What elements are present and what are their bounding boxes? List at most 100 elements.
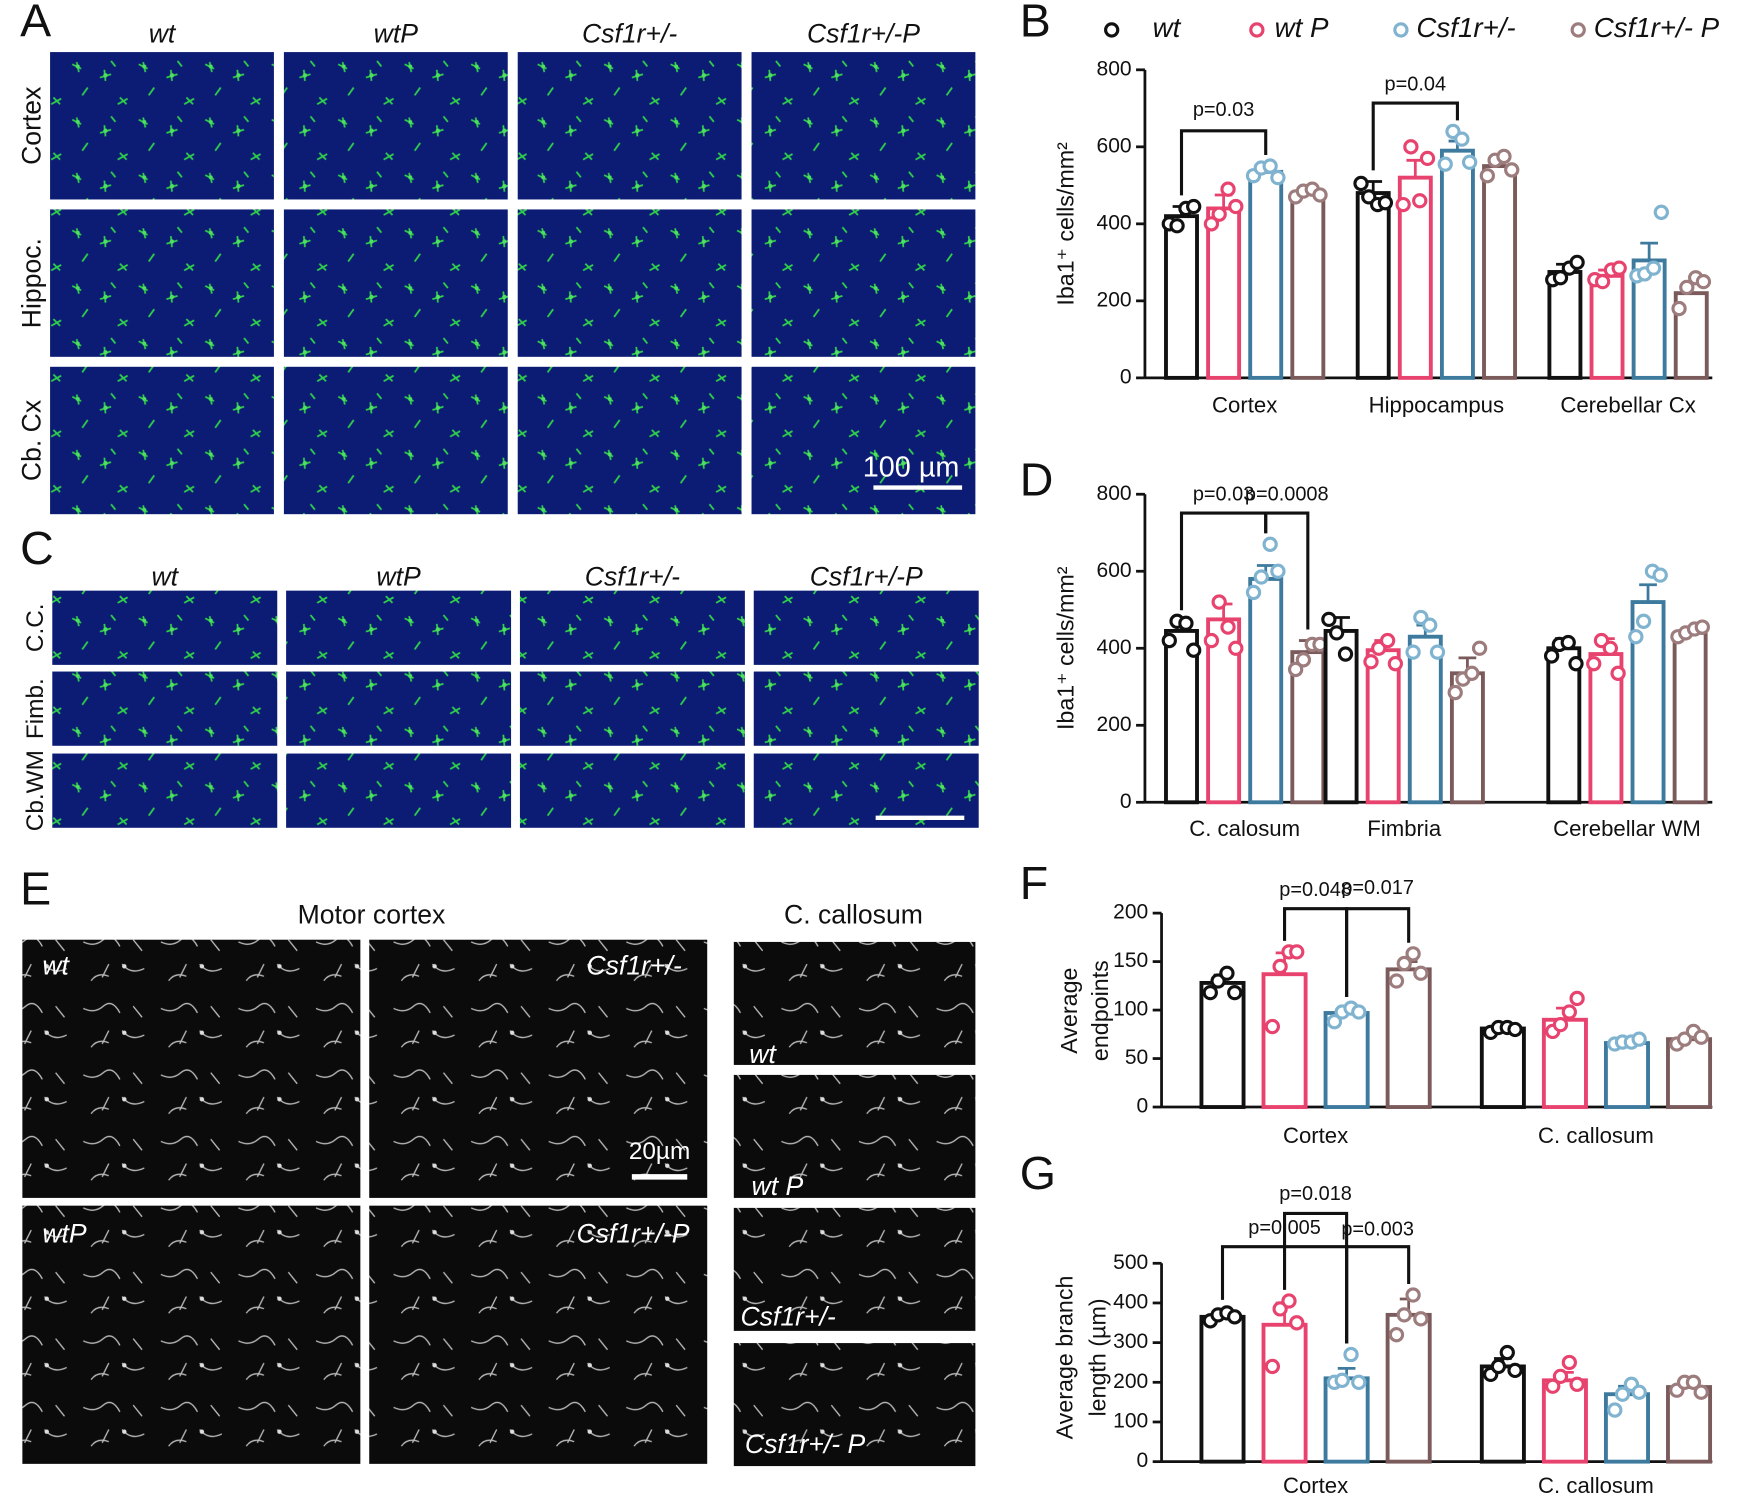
micrograph <box>519 590 745 665</box>
column-header: wtP <box>374 18 419 48</box>
annotation: p=0.04 <box>1385 74 1447 96</box>
data-point <box>1264 1358 1281 1375</box>
data-point <box>1289 944 1305 960</box>
bar <box>1164 628 1199 805</box>
micrograph <box>369 939 708 1198</box>
panel-letter: A <box>20 0 51 47</box>
data-point <box>1561 1354 1577 1371</box>
significance-bracket <box>1264 511 1310 630</box>
data-point <box>1387 656 1404 672</box>
image-label: Csf1r+/- <box>586 950 681 980</box>
bar <box>1672 630 1708 805</box>
micrographs <box>22 52 979 1467</box>
micrograph <box>283 366 508 515</box>
data-point <box>1186 642 1202 658</box>
micrograph <box>751 366 976 515</box>
data-point <box>1353 175 1369 192</box>
micrograph <box>733 941 976 1065</box>
data-point <box>1326 1014 1343 1030</box>
significance-bracket <box>1179 129 1268 196</box>
panel-letter: G <box>1020 1147 1056 1199</box>
data-point <box>1568 656 1584 672</box>
micrograph <box>753 753 979 828</box>
data-point <box>1693 1384 1709 1400</box>
y-tick-label: 100 <box>1113 1410 1148 1433</box>
data-point <box>1227 984 1243 1001</box>
micrograph <box>733 1207 976 1331</box>
data-point <box>1328 625 1345 641</box>
image-label: wt P <box>752 1171 804 1201</box>
y-tick-label: 0 <box>1120 365 1132 388</box>
data-point <box>1419 150 1436 167</box>
annotation: p=0.017 <box>1341 877 1414 899</box>
micrograph <box>286 590 512 665</box>
data-point <box>1586 656 1602 672</box>
y-axis-label: Average branch <box>1051 1276 1077 1440</box>
data-point <box>1228 198 1244 215</box>
y-tick-label: 100 <box>1113 998 1148 1021</box>
bar <box>1248 577 1284 805</box>
data-point <box>1496 148 1512 165</box>
micrograph <box>50 366 274 515</box>
data-point <box>1412 193 1428 209</box>
data-point <box>1337 646 1354 662</box>
y-tick-label: 0 <box>1137 1449 1149 1472</box>
data-point <box>1396 955 1412 972</box>
panel-letter: D <box>1020 453 1054 505</box>
data-point <box>1203 216 1220 232</box>
data-point <box>1490 1358 1507 1375</box>
x-tick-label: Fimbria <box>1367 816 1442 841</box>
image-label: Csf1r+/- <box>740 1302 835 1332</box>
scale-bar-label: 100 µm <box>863 451 960 483</box>
micrograph <box>369 1205 708 1464</box>
y-tick-label: 400 <box>1097 211 1132 234</box>
legend-marker <box>1104 22 1120 38</box>
data-point <box>1671 300 1687 317</box>
y-axis-label: endpoints <box>1087 960 1113 1061</box>
data-point <box>1454 131 1470 147</box>
legend-label: Csf1r+/- <box>1416 12 1515 43</box>
annotation: p=0.03 <box>1193 99 1255 121</box>
y-tick-label: 500 <box>1113 1251 1148 1274</box>
data-point <box>1499 1344 1515 1361</box>
data-point <box>1245 584 1262 601</box>
data-point <box>1351 1004 1367 1020</box>
legend-marker <box>1393 22 1409 38</box>
data-point <box>1253 569 1269 585</box>
data-point <box>1413 1311 1429 1327</box>
data-point <box>1652 567 1668 583</box>
data-point <box>1395 196 1411 213</box>
bar <box>1589 273 1625 380</box>
legend-label: Csf1r+/- P <box>1594 12 1720 43</box>
x-tick-label: C. calosum <box>1189 816 1300 841</box>
panel-title: C. callosum <box>784 899 923 929</box>
y-tick-label: 200 <box>1097 713 1132 736</box>
bar <box>1164 214 1199 380</box>
data-point <box>1312 187 1328 203</box>
data-point <box>1507 1021 1523 1038</box>
y-tick-label: 0 <box>1120 790 1132 813</box>
data-point <box>1351 1374 1367 1390</box>
y-tick-label: 800 <box>1097 57 1132 80</box>
panel-title: Motor cortex <box>298 899 446 929</box>
data-point <box>1464 665 1480 681</box>
y-tick-label: 400 <box>1113 1291 1148 1314</box>
bar <box>1323 1376 1370 1464</box>
bar <box>1199 980 1246 1109</box>
image-label: wtP <box>42 1219 87 1249</box>
data-point <box>1295 652 1312 668</box>
row-label: Cb.WM <box>22 750 49 831</box>
data-point <box>1429 644 1446 660</box>
legend-label: wt P <box>1275 12 1329 43</box>
data-point <box>1363 654 1379 670</box>
x-tick-label: Cortex <box>1283 1123 1348 1148</box>
data-point <box>1645 260 1662 276</box>
x-tick-label: Cerebellar WM <box>1553 816 1701 841</box>
x-tick-label: Cortex <box>1283 1473 1348 1496</box>
column-header: wtP <box>376 561 421 591</box>
data-point <box>1262 536 1278 552</box>
micrograph <box>286 671 512 746</box>
data-point <box>1552 1016 1569 1033</box>
data-point <box>1569 990 1585 1007</box>
